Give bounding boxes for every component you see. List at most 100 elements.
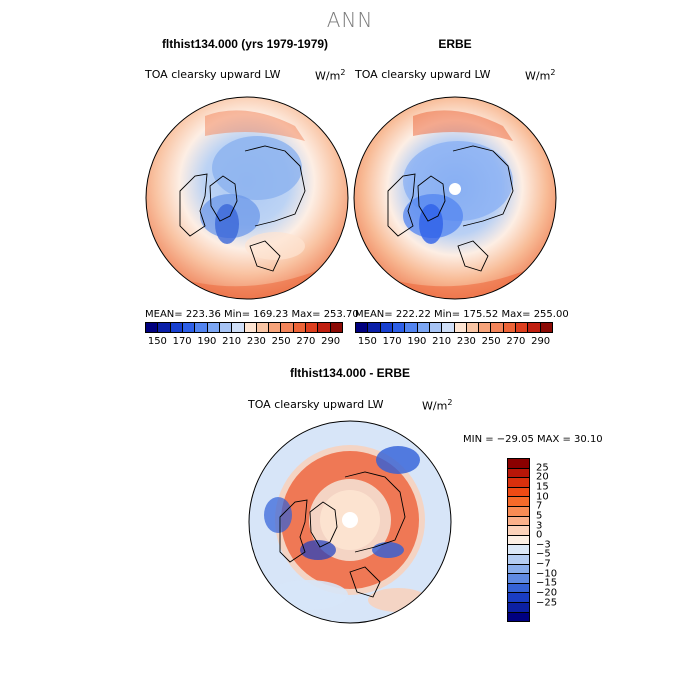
colorbar-tick-label: 290 [531, 336, 551, 347]
colorbar-tick-label: 170 [382, 336, 402, 347]
panel-2-stats: MEAN= 222.22 Min= 175.52 Max= 255.00 [355, 309, 569, 320]
colorbar-swatch [442, 323, 455, 332]
colorbar-swatch [503, 323, 517, 332]
colorbar-swatch [491, 323, 504, 332]
colorbar-swatch [318, 323, 331, 332]
difference-title: flthist134.000 - ERBE [289, 366, 411, 380]
colorbar-tick-label: 190 [197, 336, 217, 347]
colorbar-label: −15 [536, 577, 558, 589]
colorbar-swatch [244, 323, 257, 332]
coastline-eurasia [452, 145, 514, 227]
colorbar-swatch [540, 323, 552, 332]
coastline-europe [249, 240, 281, 272]
panel-1-field-label: TOA clearsky upward LW [145, 68, 281, 81]
colorbar-tick-label: 210 [222, 336, 242, 347]
difference-stats: MIN = −29.05 MAX = 30.10 [463, 434, 603, 445]
colorbar-swatch [508, 564, 529, 575]
colorbar-tick-label: 190 [407, 336, 427, 347]
colorbar-label: 5 [536, 510, 543, 522]
panel-2-colorbar [355, 322, 553, 333]
colorbar-swatch [182, 323, 196, 332]
colorbar-tick-label: 270 [296, 336, 316, 347]
difference-colorbar-labels: 25 20 15 10 7 5 3 0 −3 −5 −7 −10 −15 −20 −25 [536, 458, 576, 622]
colorbar-swatch [207, 323, 220, 332]
colorbar-swatch [508, 554, 529, 565]
colorbar-label: −5 [536, 548, 551, 560]
colorbar-swatch [232, 323, 245, 332]
panel-2-units: W/m2 [525, 68, 556, 83]
colorbar-tick-label: 170 [172, 336, 192, 347]
colorbar-swatch [508, 478, 529, 488]
colorbar-swatch [508, 497, 529, 507]
coastline-canada [279, 499, 308, 563]
colorbar-tick-label: 250 [481, 336, 501, 347]
colorbar-tick-label: 150 [357, 336, 377, 347]
colorbar-swatch [508, 516, 529, 527]
colorbar-swatch [508, 459, 529, 469]
panel-1-colorbar-ticks: 150 170 190 210 230 250 270 290 [145, 336, 343, 347]
colorbar-tick-label: 230 [456, 336, 476, 347]
coastline-canada [387, 173, 416, 237]
colorbar-label: 0 [536, 529, 543, 541]
pole-hole [449, 183, 461, 195]
colorbar-swatch [380, 323, 393, 332]
colorbar-swatch [508, 487, 529, 498]
colorbar-swatch [170, 323, 183, 332]
colorbar-label: 10 [536, 491, 549, 503]
colorbar-swatch [508, 602, 529, 613]
colorbar-label: 20 [536, 471, 549, 483]
colorbar-label: −3 [536, 539, 551, 551]
panel-1-units: W/m2 [315, 68, 346, 83]
colorbar-swatch [466, 323, 480, 332]
colorbar-label: −7 [536, 558, 551, 570]
coastline-canada [179, 173, 208, 237]
colorbar-swatch [508, 468, 529, 479]
colorbar-swatch [508, 583, 529, 594]
colorbar-swatch [405, 323, 418, 332]
colorbar-swatch [158, 323, 171, 332]
colorbar-swatch [392, 323, 406, 332]
colorbar-swatch [508, 545, 529, 555]
coastline-greenland [209, 175, 238, 222]
colorbar-swatch [508, 526, 529, 536]
colorbar-tick-label: 230 [246, 336, 266, 347]
colorbar-swatch [256, 323, 270, 332]
colorbar-swatch [454, 323, 467, 332]
colorbar-label: 3 [536, 520, 543, 532]
panel-2-colorbar-ticks: 150 170 190 210 230 250 270 290 [355, 336, 553, 347]
difference-field-label: TOA clearsky upward LW [248, 398, 384, 411]
colorbar-label: 7 [536, 500, 543, 512]
panel-2-polar-map [353, 96, 557, 300]
colorbar-swatch [219, 323, 233, 332]
panel-1-colorbar [145, 322, 343, 333]
colorbar-swatch [479, 323, 492, 332]
colorbar-tick-label: 270 [506, 336, 526, 347]
colorbar-swatch [508, 593, 529, 603]
colorbar-swatch [508, 506, 529, 517]
colorbar-swatch [516, 323, 529, 332]
coastline-europe [349, 566, 381, 598]
colorbar-swatch [429, 323, 443, 332]
panel-1-title: flthist134.000 (yrs 1979-1979) [161, 37, 329, 51]
colorbar-label: −25 [536, 597, 558, 609]
coastline-europe [457, 240, 489, 272]
colorbar-swatch [293, 323, 307, 332]
panel-1-polar-map [145, 96, 349, 300]
panel-2-field-label: TOA clearsky upward LW [355, 68, 491, 81]
coastline-greenland [309, 501, 338, 548]
colorbar-swatch [281, 323, 294, 332]
colorbar-swatch [330, 323, 342, 332]
colorbar-tick-label: 150 [147, 336, 167, 347]
colorbar-swatch [356, 323, 369, 332]
colorbar-swatch [269, 323, 282, 332]
colorbar-label: −10 [536, 568, 558, 580]
coastline-greenland [417, 175, 446, 222]
coastline-eurasia [344, 471, 406, 553]
colorbar-label: 15 [536, 481, 549, 493]
colorbar-swatch [508, 612, 529, 622]
panel-2-title: ERBE [438, 37, 472, 51]
colorbar-label: 25 [536, 462, 549, 474]
colorbar-label: −20 [536, 587, 558, 599]
coastline-eurasia [244, 145, 306, 227]
colorbar-tick-label: 290 [321, 336, 341, 347]
